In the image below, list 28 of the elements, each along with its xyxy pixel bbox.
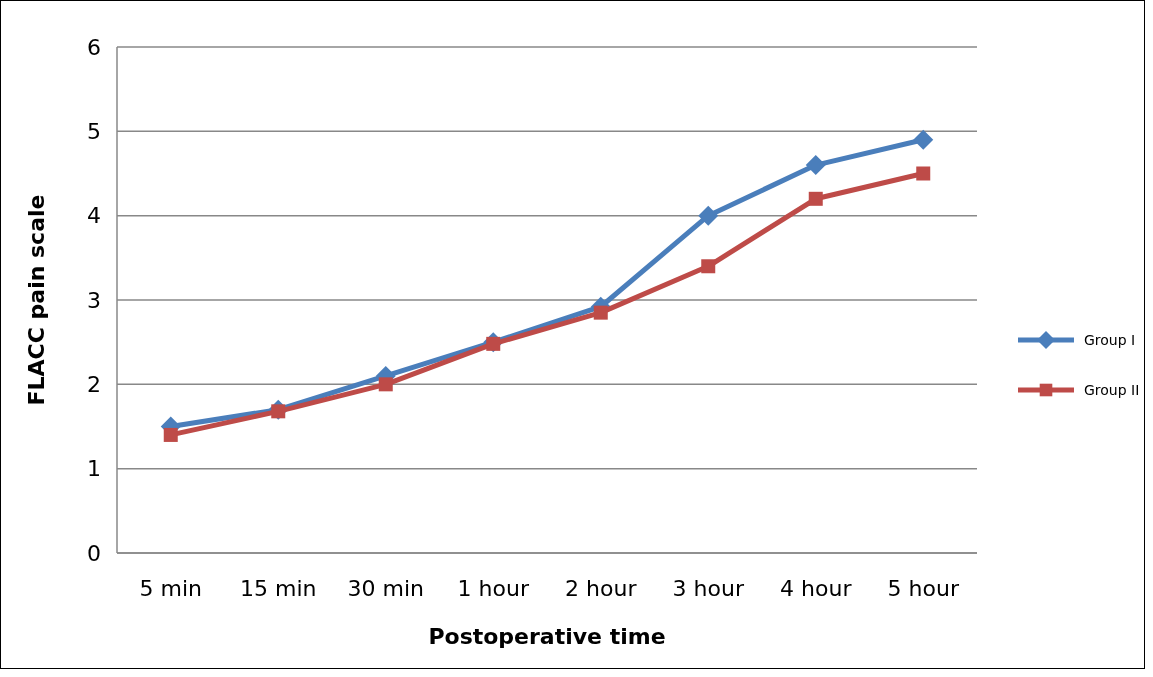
x-axis-title: Postoperative time [428, 624, 666, 649]
x-tick-label: 4 hour [780, 576, 853, 601]
point [805, 155, 826, 176]
point [163, 427, 178, 442]
x-tick-label: 1 hour [457, 576, 530, 601]
y-tick-label: 6 [87, 34, 101, 60]
point [698, 205, 719, 226]
legend-label: Group I [1084, 331, 1136, 348]
y-tick-label: 2 [87, 372, 101, 398]
x-tick-label: 5 hour [887, 576, 960, 601]
point [916, 166, 931, 181]
y-axis-title: FLACC pain scale [24, 194, 49, 406]
x-tick-label: 3 hour [672, 576, 745, 601]
y-tick-label: 3 [87, 287, 101, 313]
point [701, 259, 716, 274]
x-tick-label: 5 min [139, 576, 202, 601]
point [378, 377, 393, 392]
point [913, 129, 934, 150]
x-tick-label: 30 min [347, 576, 424, 601]
y-tick-label: 5 [87, 119, 101, 145]
point [593, 305, 608, 320]
x-tick-label: 15 min [240, 576, 317, 601]
y-tick-label: 0 [87, 540, 101, 566]
y-tick-label: 1 [87, 456, 101, 482]
legend-label: Group II [1084, 381, 1140, 398]
point [808, 191, 823, 206]
y-tick-label: 4 [87, 203, 101, 229]
x-tick-label: 2 hour [565, 576, 638, 601]
